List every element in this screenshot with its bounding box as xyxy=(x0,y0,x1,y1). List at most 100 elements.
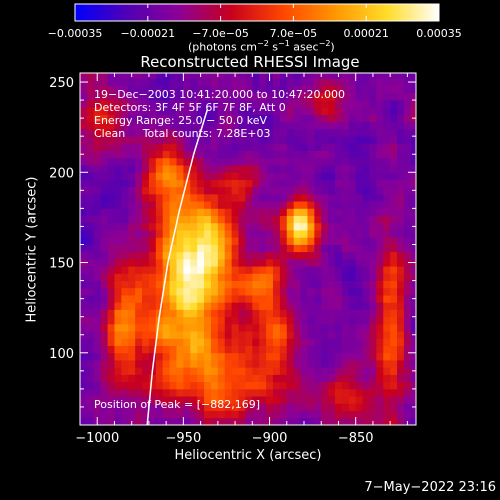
heatmap-cell xyxy=(245,92,253,101)
heatmap-cell xyxy=(369,157,377,166)
heatmap-cell xyxy=(245,367,253,375)
heatmap-cell xyxy=(114,165,122,173)
heatmap-cell xyxy=(341,352,350,361)
heatmap-cell xyxy=(162,100,170,108)
heatmap-cell xyxy=(383,309,391,318)
heatmap-cell xyxy=(410,136,416,144)
heatmap-cell xyxy=(183,338,191,346)
heatmap-cell xyxy=(210,244,219,253)
heatmap-cell xyxy=(397,295,405,303)
heatmap-cell xyxy=(369,193,377,202)
heatmap-cell xyxy=(376,114,384,123)
heatmap-cell xyxy=(314,266,322,274)
heatmap-cell xyxy=(403,244,412,253)
heatmap-cell xyxy=(128,136,136,144)
heatmap-cell xyxy=(300,331,308,339)
heatmap-cell xyxy=(321,417,329,425)
heatmap-cell xyxy=(314,360,322,368)
heatmap-cell xyxy=(362,360,370,368)
heatmap-cell xyxy=(93,381,102,390)
heatmap-cell xyxy=(362,215,370,224)
heatmap-cell xyxy=(314,273,322,281)
heatmap-cell xyxy=(80,287,88,296)
heatmap-cell xyxy=(197,280,205,289)
heatmap-cell xyxy=(224,92,233,101)
heatmap-cell xyxy=(231,345,239,354)
heatmap-cell xyxy=(100,237,108,245)
heatmap-cell xyxy=(80,143,88,152)
heatmap-cell xyxy=(217,107,226,115)
heatmap-cell xyxy=(176,388,184,397)
heatmap-cell xyxy=(86,244,95,253)
heatmap-cell xyxy=(272,215,281,224)
heatmap-cell xyxy=(397,251,405,260)
heatmap-cell xyxy=(355,121,363,130)
heatmap-cell xyxy=(245,230,253,238)
heatmap-cell xyxy=(86,316,95,325)
heatmap-cell xyxy=(369,121,377,130)
heatmap-cell xyxy=(307,374,315,383)
heatmap-cell xyxy=(142,345,150,354)
heatmap-cell xyxy=(335,309,343,318)
heatmap-cell xyxy=(341,417,350,425)
heatmap-cell xyxy=(321,258,329,267)
heatmap-cell xyxy=(341,128,350,137)
heatmap-cell xyxy=(328,73,336,79)
heatmap-cell xyxy=(86,396,95,404)
heatmap-cell xyxy=(245,172,253,180)
heatmap-cell xyxy=(135,323,143,332)
x-tick-label: −950 xyxy=(166,431,202,446)
heatmap-cell xyxy=(128,143,136,152)
heatmap-cell xyxy=(362,208,370,216)
heatmap-cell xyxy=(135,302,143,310)
heatmap-cell xyxy=(107,345,115,354)
heatmap-cell xyxy=(245,150,253,159)
heatmap-cell xyxy=(238,410,246,419)
heatmap-cell xyxy=(231,121,239,130)
heatmap-cell xyxy=(135,309,143,318)
heatmap-cell xyxy=(259,287,267,296)
heatmap-cell xyxy=(335,381,343,390)
heatmap-cell xyxy=(135,186,143,195)
heatmap-cell xyxy=(114,150,122,159)
heatmap-cell xyxy=(328,179,336,188)
heatmap-cell xyxy=(355,85,363,94)
heatmap-cell xyxy=(245,331,253,339)
heatmap-cell xyxy=(148,403,157,411)
heatmap-cell xyxy=(272,244,281,253)
heatmap-cell xyxy=(259,193,267,202)
heatmap-cell xyxy=(293,338,301,346)
heatmap-cell xyxy=(348,258,357,267)
y-tick-label: 100 xyxy=(49,347,74,362)
heatmap-cell xyxy=(238,157,246,166)
heatmap-cell xyxy=(93,258,102,267)
heatmap-cell xyxy=(114,367,122,375)
heatmap-cell xyxy=(176,78,184,87)
heatmap-cell xyxy=(376,295,384,303)
heatmap-cell xyxy=(279,100,288,108)
heatmap-cell xyxy=(121,316,129,325)
heatmap-cell xyxy=(286,222,295,231)
heatmap-cell xyxy=(369,381,377,390)
heatmap-cell xyxy=(376,280,384,289)
heatmap-cell xyxy=(279,251,288,260)
heatmap-cell xyxy=(176,374,184,383)
heatmap-cell xyxy=(259,403,267,411)
heatmap-cell xyxy=(279,165,288,173)
heatmap-cell xyxy=(100,222,108,231)
heatmap-cell xyxy=(266,410,274,419)
heatmap-cell xyxy=(121,201,129,209)
heatmap-cell xyxy=(314,352,322,361)
heatmap-cell xyxy=(390,201,398,209)
heatmap-cell xyxy=(410,273,416,281)
heatmap-cell xyxy=(190,360,198,368)
heatmap-cell xyxy=(397,143,405,152)
heatmap-cell xyxy=(279,316,288,325)
heatmap-cell xyxy=(80,230,88,238)
heatmap-cell xyxy=(403,114,412,123)
heatmap-cell xyxy=(335,222,343,231)
heatmap-cell xyxy=(224,410,233,419)
heatmap-cell xyxy=(321,266,329,274)
heatmap-cell xyxy=(293,287,301,296)
heatmap-cell xyxy=(259,136,267,144)
